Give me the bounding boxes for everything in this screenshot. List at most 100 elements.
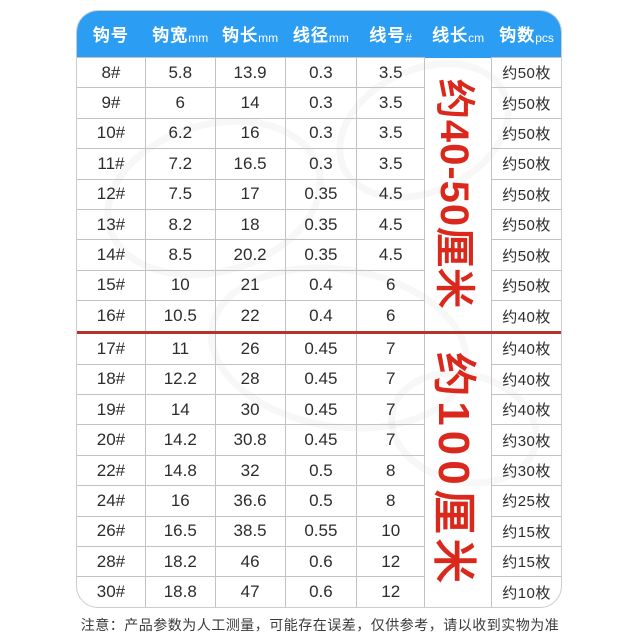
cell-hook-number: 20#: [77, 424, 146, 456]
cell-line-number: 4.5: [356, 178, 426, 210]
cell-line-diameter: 0.5: [284, 485, 358, 517]
col-header-label: 线径: [292, 26, 329, 45]
table-row: 12# 7.5 17 0.35 4.5 约50枚: [77, 178, 561, 210]
cell-hook-width: 14: [144, 394, 216, 426]
cell-hook-count: 约50枚: [491, 87, 561, 119]
spec-table-body: 8# 5.8 13.9 0.3 3.5 约40-50厘米 约50枚 9# 6 14 0.3 3.5 约5…: [77, 56, 561, 607]
cell-line-diameter: 0.4: [284, 300, 358, 334]
cell-hook-width: 8.2: [144, 208, 216, 241]
col-header-label: 钩长: [222, 26, 259, 45]
table-row: 24# 16 36.6 0.5 8 约25枚: [77, 485, 561, 517]
cell-line-diameter: 0.3: [284, 117, 358, 150]
cell-hook-length: 28: [214, 363, 286, 396]
cell-hook-length: 14: [214, 87, 286, 119]
line-length-label: 约100厘米: [429, 352, 479, 589]
table-row: 30# 18.8 47 0.6 12 约10枚: [77, 576, 561, 607]
cell-hook-length: 13.9: [214, 56, 286, 89]
table-row: 28# 18.2 46 0.6 12 约15枚: [77, 546, 561, 578]
cell-line-number: 12: [356, 576, 426, 607]
col-header-hook-count: 钩数pcs: [491, 11, 561, 58]
cell-hook-count: 约30枚: [491, 454, 561, 487]
cell-hook-count: 约40枚: [491, 300, 561, 334]
cell-line-number: 6: [356, 269, 426, 302]
col-header-unit: mm: [258, 31, 279, 45]
cell-line-diameter: 0.6: [284, 576, 358, 607]
cell-line-number: 4.5: [356, 208, 426, 241]
cell-hook-count: 约50枚: [491, 208, 561, 241]
cell-hook-length: 22: [214, 300, 286, 334]
table-header-row: 钩号 钩宽mm 钩长mm 线径mm 线号# 线长cm 钩数pcs: [77, 11, 561, 58]
table-row: 16# 10.5 22 0.4 6 约40枚: [77, 300, 561, 334]
cell-hook-width: 16: [144, 485, 216, 517]
cell-line-diameter: 0.45: [284, 331, 358, 365]
cell-hook-count: 约40枚: [491, 363, 561, 396]
cell-hook-number: 30#: [77, 576, 146, 607]
cell-line-number: 4.5: [356, 239, 426, 271]
cell-hook-length: 20.2: [214, 239, 286, 271]
cell-hook-count: 约10枚: [491, 576, 561, 607]
cell-line-diameter: 0.3: [284, 148, 358, 180]
col-header-line-length: 线长cm: [424, 11, 492, 58]
cell-hook-count: 约25枚: [491, 485, 561, 517]
cell-hook-number: 19#: [77, 394, 146, 426]
cell-hook-count: 约40枚: [491, 394, 561, 426]
cell-hook-count: 约50枚: [491, 178, 561, 210]
cell-line-diameter: 0.3: [284, 56, 358, 89]
col-header-label: 钩宽: [152, 26, 189, 45]
cell-hook-length: 30: [214, 394, 286, 426]
spec-table: 钩号 钩宽mm 钩长mm 线径mm 线号# 线长cm 钩数pcs 8# 5.8 13…: [77, 11, 561, 607]
col-header-unit: #: [405, 31, 413, 45]
cell-hook-length: 16: [214, 117, 286, 150]
table-row: 20# 14.2 30.8 0.45 7 约30枚: [77, 424, 561, 456]
cell-hook-width: 18.2: [144, 546, 216, 578]
cell-line-number: 10: [356, 515, 426, 548]
line-length-label: 约40-50厘米: [432, 79, 477, 310]
cell-hook-length: 17: [214, 178, 286, 210]
col-header-label: 钩号: [92, 26, 129, 45]
table-row: 18# 12.2 28 0.45 7 约40枚: [77, 363, 561, 396]
cell-line-number: 12: [356, 546, 426, 578]
col-header-unit: mm: [328, 31, 349, 45]
cell-hook-width: 18.8: [144, 576, 216, 607]
cell-line-diameter: 0.45: [284, 394, 358, 426]
cell-hook-width: 10.5: [144, 300, 216, 334]
table-row: 17# 11 26 0.45 7 约100厘米 约40枚: [77, 331, 561, 607]
cell-hook-number: 18#: [77, 363, 146, 396]
cell-hook-length: 21: [214, 269, 286, 302]
cell-hook-count: 约50枚: [491, 117, 561, 150]
cell-line-diameter: 0.45: [284, 363, 358, 396]
cell-line-number: 7: [356, 394, 426, 426]
cell-line-number: 3.5: [356, 117, 426, 150]
cell-hook-number: 16#: [77, 300, 146, 334]
cell-hook-count: 约30枚: [491, 424, 561, 456]
cell-hook-number: 11#: [77, 148, 146, 180]
spec-card: 钩号 钩宽mm 钩长mm 线径mm 线号# 线长cm 钩数pcs 8# 5.8 13…: [76, 10, 562, 608]
cell-hook-width: 16.5: [144, 515, 216, 548]
cell-hook-width: 14.8: [144, 454, 216, 487]
cell-hook-count: 约50枚: [491, 239, 561, 271]
cell-hook-number: 26#: [77, 515, 146, 548]
cell-hook-length: 46: [214, 546, 286, 578]
cell-hook-number: 15#: [77, 269, 146, 302]
cell-hook-number: 28#: [77, 546, 146, 578]
cell-line-diameter: 0.35: [284, 239, 358, 271]
table-row: 13# 8.2 18 0.35 4.5 约50枚: [77, 208, 561, 241]
cell-hook-number: 10#: [77, 117, 146, 150]
cell-line-number: 6: [356, 300, 426, 334]
cell-hook-number: 12#: [77, 178, 146, 210]
cell-line-number: 7: [356, 363, 426, 396]
cell-hook-number: 9#: [77, 87, 146, 119]
cell-line-number: 3.5: [356, 56, 426, 89]
cell-hook-width: 10: [144, 269, 216, 302]
cell-line-number: 8: [356, 485, 426, 517]
cell-hook-length: 30.8: [214, 424, 286, 456]
table-row: 8# 5.8 13.9 0.3 3.5 约40-50厘米 约50枚: [77, 56, 561, 334]
cell-hook-number: 22#: [77, 454, 146, 487]
col-header-label: 线号: [369, 26, 406, 45]
cell-line-diameter: 0.3: [284, 87, 358, 119]
cell-line-number: 7: [356, 331, 426, 365]
col-header-hook-length: 钩长mm: [215, 11, 286, 58]
cell-hook-length: 36.6: [214, 485, 286, 517]
cell-line-number: 7: [356, 424, 426, 456]
cell-hook-number: 13#: [77, 208, 146, 241]
